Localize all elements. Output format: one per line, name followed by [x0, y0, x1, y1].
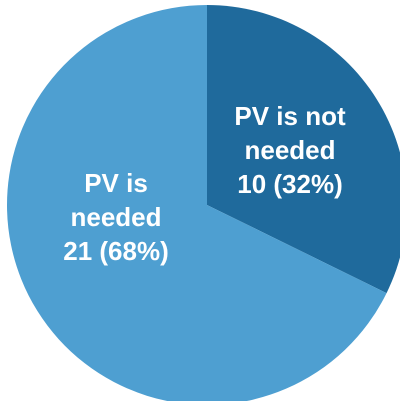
pie-slice-0	[207, 5, 400, 294]
pie-slice-label-line: PV is not	[234, 101, 346, 131]
pie-slice-label-1: PV is needed 21 (68%)	[63, 168, 169, 266]
pie-slice-label-0: PV is not needed 10 (32%)	[234, 101, 346, 199]
pie-slice-label-line: 10 (32%)	[237, 169, 343, 199]
pie-slice-label-line: needed	[70, 202, 161, 232]
pie-labels: PV is not needed 10 (32%) PV is needed 21 (68…	[63, 101, 346, 266]
pie-slices	[7, 5, 400, 401]
pie-slice-label-line: PV is	[84, 168, 148, 198]
pie-slice-1	[7, 5, 387, 401]
pie-slice-label-line: needed	[244, 135, 335, 165]
pie-slice-label-line: 21 (68%)	[63, 236, 169, 266]
